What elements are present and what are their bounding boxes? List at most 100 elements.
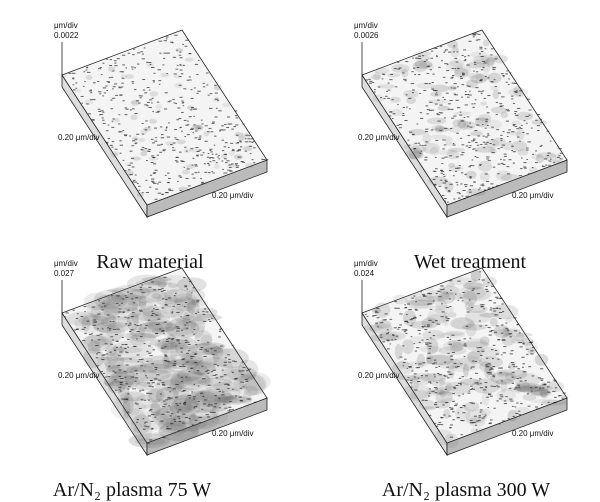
speckle: [214, 403, 217, 404]
speckle: [161, 291, 164, 292]
speckle: [206, 351, 209, 352]
speckle: [181, 131, 183, 132]
speckle: [224, 158, 227, 159]
speckle: [425, 141, 428, 142]
speckle: [158, 69, 161, 70]
speckle: [146, 377, 148, 378]
shading: [422, 133, 431, 144]
speckle: [511, 150, 513, 151]
speckle: [508, 84, 510, 85]
speckle: [394, 301, 396, 302]
speckle: [493, 366, 496, 367]
speckle: [500, 135, 502, 136]
speckle: [206, 84, 208, 85]
speckle: [503, 76, 505, 77]
speckle: [208, 153, 210, 154]
speckle: [434, 387, 437, 388]
speckle: [245, 141, 248, 142]
speckle: [198, 60, 200, 61]
speckle: [108, 366, 110, 367]
speckle: [512, 406, 514, 407]
speckle: [496, 385, 498, 386]
speckle: [181, 161, 184, 162]
speckle: [224, 374, 227, 375]
speckle: [183, 404, 185, 405]
speckle: [414, 317, 417, 318]
shading: [449, 126, 460, 132]
speckle: [473, 35, 476, 36]
speckle: [243, 367, 246, 368]
speckle: [174, 102, 176, 103]
speckle: [204, 308, 206, 309]
speckle: [466, 94, 469, 95]
speckle: [115, 334, 118, 335]
speckle: [513, 151, 516, 152]
speckle: [501, 96, 504, 97]
speckle: [512, 372, 514, 373]
speckle: [531, 128, 533, 129]
speckle: [147, 105, 149, 106]
speckle: [511, 146, 513, 147]
speckle: [216, 108, 218, 109]
speckle: [161, 134, 164, 135]
speckle: [84, 327, 86, 328]
speckle: [114, 350, 116, 351]
speckle: [516, 378, 518, 379]
speckle: [84, 71, 86, 72]
speckle: [544, 384, 547, 385]
speckle: [461, 144, 464, 145]
speckle: [110, 100, 112, 101]
speckle: [172, 99, 174, 100]
speckle: [200, 393, 203, 394]
shading: [482, 277, 497, 287]
speckle: [527, 393, 529, 394]
speckle: [191, 107, 194, 108]
speckle: [395, 86, 397, 87]
speckle: [193, 384, 195, 385]
speckle: [185, 302, 187, 303]
speckle: [392, 118, 394, 119]
speckle: [429, 348, 431, 349]
speckle: [112, 71, 114, 72]
speckle: [200, 155, 203, 156]
speckle: [472, 288, 474, 289]
speckle: [430, 337, 432, 338]
y-axis-label: 0.20 μm/div: [358, 371, 400, 380]
speckle: [126, 109, 129, 110]
speckle: [214, 116, 217, 117]
speckle: [164, 108, 167, 109]
speckle: [411, 336, 413, 337]
speckle: [487, 135, 489, 136]
speckle: [160, 421, 163, 422]
speckle: [128, 386, 130, 387]
speckle: [443, 52, 445, 53]
speckle: [402, 329, 405, 330]
speckle: [148, 149, 150, 150]
speckle: [518, 387, 520, 388]
speckle: [98, 339, 101, 340]
speckle: [456, 182, 458, 183]
speckle: [161, 348, 164, 349]
speckle: [243, 386, 245, 387]
speckle: [105, 343, 108, 344]
speckle: [442, 195, 445, 196]
speckle: [454, 405, 457, 406]
speckle: [436, 382, 438, 383]
speckle: [178, 118, 181, 119]
speckle: [444, 128, 447, 129]
speckle: [387, 329, 389, 330]
speckle: [469, 300, 471, 301]
speckle: [480, 79, 482, 80]
speckle: [437, 114, 440, 115]
speckle: [151, 311, 153, 312]
speckle: [208, 319, 210, 320]
speckle: [170, 415, 172, 416]
speckle: [180, 348, 183, 349]
speckle: [81, 96, 84, 97]
speckle: [440, 285, 443, 286]
speckle: [163, 437, 166, 438]
speckle: [111, 127, 114, 128]
speckle: [468, 391, 470, 392]
speckle: [179, 85, 182, 86]
speckle: [495, 314, 498, 315]
